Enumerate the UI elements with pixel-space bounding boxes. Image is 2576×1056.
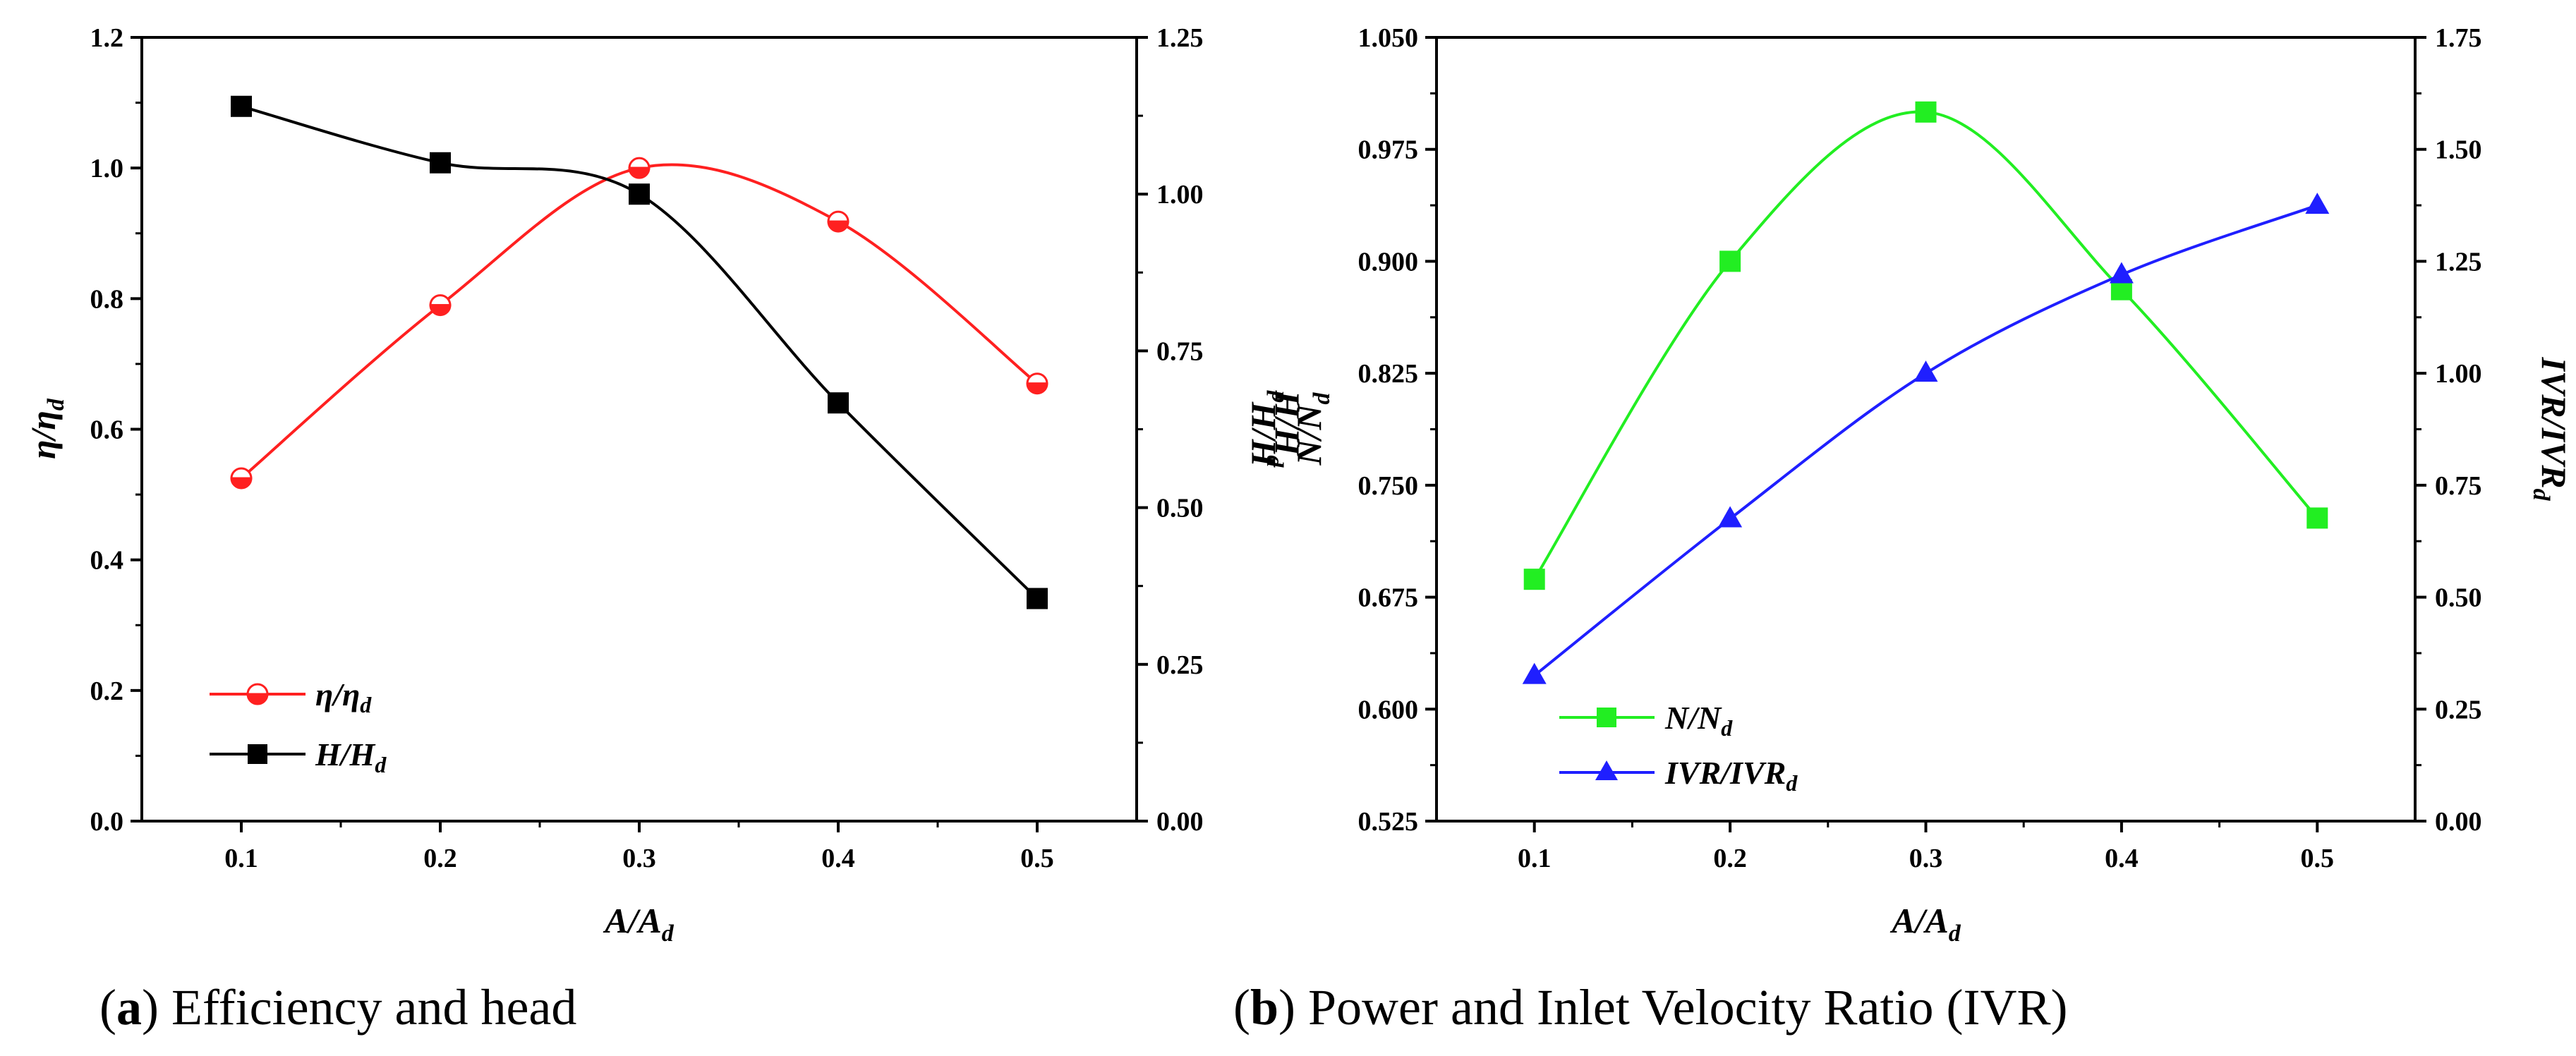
right-tick-label: 1.50 xyxy=(2435,135,2482,165)
panel-a-plot-frame xyxy=(140,36,1138,823)
legend-label-power: N/Nd xyxy=(1664,700,1733,741)
left-tick-label: 1.0 xyxy=(90,154,124,183)
legend-square-marker xyxy=(1597,708,1616,727)
data-point-square xyxy=(1915,101,1937,123)
data-point-half-circle xyxy=(1026,372,1048,395)
right-tick-label: 1.00 xyxy=(1156,180,1204,210)
x-tick-label: 0.2 xyxy=(423,844,457,873)
series-line- xyxy=(240,163,1039,480)
x-tick-label: 0.1 xyxy=(224,844,258,873)
right-tick-label: 0.75 xyxy=(1156,336,1204,366)
left-tick-label: 0.8 xyxy=(90,284,124,314)
panel-a-x-axis-label: A/Ad xyxy=(603,901,675,947)
left-tick-label: 0.675 xyxy=(1358,583,1419,613)
series-line-ivrivr xyxy=(1533,204,2318,677)
left-tick-label: 0.525 xyxy=(1358,807,1419,837)
legend-half-circle-marker xyxy=(246,683,269,705)
data-point-triangle xyxy=(2109,262,2134,284)
panel-b-right-axis-label: IVR/IVRd xyxy=(2528,356,2574,501)
right-tick-label: 0.75 xyxy=(2435,471,2482,501)
panel-b-left-ticks: 0.525 0.600 0.675 0.750 0.825 0.900 0.975 1.050 xyxy=(1358,23,1437,837)
x-tick-label: 0.3 xyxy=(1909,844,1943,873)
legend-label-ivr: IVR/IVRd xyxy=(1664,755,1798,796)
left-tick-label: 0.975 xyxy=(1358,135,1419,165)
panel-a-left-ticks: 0.0 0.2 0.4 0.6 0.8 1.0 1.2 xyxy=(90,23,142,837)
panel-b-legend: N/Nd IVR/IVRd xyxy=(1559,700,1798,796)
left-tick-label: 1.050 xyxy=(1358,23,1419,53)
x-tick-label: 0.5 xyxy=(1020,844,1054,873)
panel-a-caption: (a) Efficiency and head xyxy=(99,979,576,1036)
x-tick-label: 0.1 xyxy=(1518,844,1552,873)
panel-a-series xyxy=(230,95,1048,609)
right-tick-label: 0.00 xyxy=(1156,807,1204,837)
series-line-nn xyxy=(1532,110,2318,581)
x-tick-label: 0.3 xyxy=(622,844,656,873)
x-tick-label: 0.2 xyxy=(1713,844,1747,873)
data-point-square xyxy=(2306,507,2328,529)
data-point-square xyxy=(1523,569,1545,590)
data-point-square xyxy=(629,183,650,205)
x-tick-label: 0.4 xyxy=(2105,844,2139,873)
data-point-half-circle xyxy=(429,294,452,317)
left-tick-label: 0.2 xyxy=(90,676,124,706)
right-tick-label: 0.00 xyxy=(2435,807,2482,837)
data-point-half-circle xyxy=(230,467,253,490)
panel-b-plot-frame xyxy=(1435,36,2417,823)
left-tick-label: 0.750 xyxy=(1358,471,1419,501)
left-tick-label: 0.900 xyxy=(1358,247,1419,277)
data-point-half-circle xyxy=(628,157,651,179)
right-tick-label: 0.25 xyxy=(1156,650,1204,680)
right-tick-label: 1.25 xyxy=(2435,247,2482,277)
panel-a-x-ticks: 0.1 0.2 0.3 0.4 0.5 xyxy=(224,821,1054,873)
series-line-hh xyxy=(241,104,1039,600)
panel-b-caption: (b) Power and Inlet Velocity Ratio (IVR) xyxy=(1233,979,2067,1036)
x-tick-label: 0.4 xyxy=(821,844,855,873)
data-point-square xyxy=(1719,250,1741,272)
panel-b-x-axis-label: A/Ad xyxy=(1889,901,1961,947)
data-point-square xyxy=(828,392,849,414)
panel-b-right-ticks: 0.00 0.25 0.50 0.75 1.00 1.25 1.50 1.75 xyxy=(2415,23,2482,837)
data-point-triangle xyxy=(1913,360,1938,382)
right-tick-label: 0.50 xyxy=(2435,583,2482,613)
left-tick-label: 0.825 xyxy=(1358,359,1419,389)
legend-label-head: H/Hd xyxy=(315,736,387,777)
x-tick-label: 0.5 xyxy=(2301,844,2335,873)
data-point-square xyxy=(1027,588,1048,609)
panel-a-right-axis-label: H/Hd xyxy=(1262,390,1307,468)
right-tick-label: 1.00 xyxy=(2435,359,2482,389)
panel-b-x-ticks: 0.1 0.2 0.3 0.4 0.5 xyxy=(1518,821,2334,873)
left-tick-label: 0.0 xyxy=(90,807,124,837)
data-point-square xyxy=(430,152,451,174)
data-point-half-circle xyxy=(827,210,849,233)
right-tick-label: 1.25 xyxy=(1156,23,1204,53)
panel-a-right-ticks: 0.00 0.25 0.50 0.75 1.00 1.25 xyxy=(1137,23,1204,837)
panel-b-series xyxy=(1522,101,2330,684)
left-tick-label: 0.600 xyxy=(1358,695,1419,724)
panel-b-extra-axis-label: H/Hd xyxy=(1243,390,1289,468)
panel-b-left-axis-label: N/Nd xyxy=(1289,392,1335,466)
legend-square-marker xyxy=(248,744,267,764)
panel-a-legend: η/ηd H/Hd xyxy=(210,676,387,777)
panel-a-efficiency-head: 0.1 0.2 0.3 0.4 0.5 0.0 0.2 0.4 0.6 0.8 1.0 1.2 0.… xyxy=(23,23,1307,1036)
left-tick-label: 0.4 xyxy=(90,546,124,576)
left-tick-label: 1.2 xyxy=(90,23,124,53)
panel-b-power-ivr: 0.1 0.2 0.3 0.4 0.5 0.525 0.600 0.675 0.750 0.82… xyxy=(1233,23,2574,1036)
left-tick-label: 0.6 xyxy=(90,415,124,445)
legend-triangle-marker xyxy=(1595,760,1618,780)
data-point-square xyxy=(231,95,252,117)
right-tick-label: 0.25 xyxy=(2435,695,2482,724)
data-point-triangle xyxy=(1718,506,1743,528)
data-point-triangle xyxy=(1522,662,1547,684)
data-point-triangle xyxy=(2305,193,2330,214)
legend-label-eta: η/ηd xyxy=(315,676,372,717)
panel-a-left-axis-label: η/ηd xyxy=(23,398,69,459)
right-tick-label: 0.50 xyxy=(1156,494,1204,523)
right-tick-label: 1.75 xyxy=(2435,23,2482,53)
